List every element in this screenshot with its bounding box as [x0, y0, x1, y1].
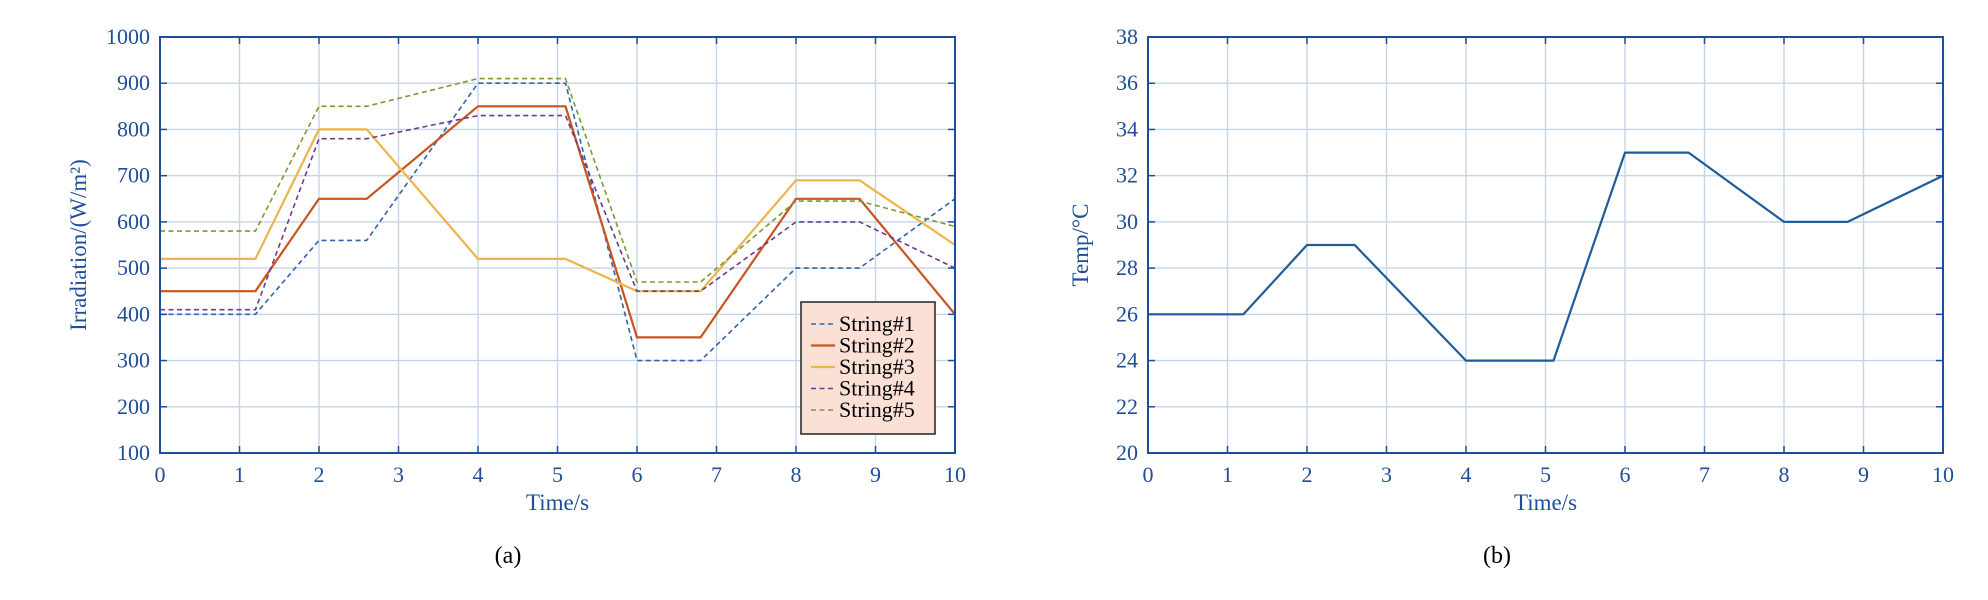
chart-b-xtick-label-3: 3: [1381, 462, 1392, 487]
chart-b-xtick-label-7: 7: [1699, 462, 1710, 487]
chart-a-series-4-line: [160, 114, 956, 311]
chart-temperature: 0 1 2 3 4 5 6 7 8 9 1020222426283032343638Time/sTe…: [1068, 24, 1954, 569]
chart-b-ytick-label-1: 22: [1116, 394, 1138, 419]
chart-a-xtick-label-10: 10: [944, 462, 966, 487]
chart-b-xtick-label-4: 4: [1461, 462, 1472, 487]
chart-b-caption: (b): [1483, 543, 1511, 569]
chart-b-xtick-label-10: 10: [1932, 462, 1954, 487]
chart-a-xtick-label-6: 6: [632, 462, 643, 487]
chart-a-legend-label-3: String#3: [839, 354, 915, 379]
chart-b-ytick-label-6: 32: [1116, 163, 1138, 188]
chart-a-series-3-line: [160, 128, 956, 293]
chart-a-xtick-label-8: 8: [791, 462, 802, 487]
chart-b-series-1-line: [1148, 151, 1944, 362]
chart-b-xtick-label-8: 8: [1779, 462, 1790, 487]
chart-a-y-axis-label: Irradiation/(W/m²): [66, 159, 91, 331]
chart-a-ytick-label-5: 600: [117, 209, 150, 234]
chart-b-y-axis-label: Temp/°C: [1068, 204, 1093, 287]
chart-b-ytick-label-0: 20: [1116, 440, 1138, 465]
chart-b-xtick-label-2: 2: [1302, 462, 1313, 487]
chart-a-legend-label-5: String#5: [839, 397, 915, 422]
chart-b-ytick-label-9: 38: [1116, 24, 1138, 49]
chart-b-x-axis-label: Time/s: [1514, 490, 1577, 515]
chart-a-x-axis-label: Time/s: [526, 490, 589, 515]
chart-a-caption: (a): [495, 543, 522, 569]
chart-irradiation: 0 1 2 3 4 5 6 7 8 9 10 100 200 300 400 500 600 700 800 900 1…: [66, 24, 966, 569]
chart-a-ytick-label-1: 200: [117, 394, 150, 419]
chart-a-legend-label-2: String#2: [839, 333, 915, 358]
chart-a-xtick-label-5: 5: [552, 462, 563, 487]
chart-a-ytick-label-2: 300: [117, 348, 150, 373]
chart-b-ytick-label-2: 24: [1116, 348, 1138, 373]
chart-a-xtick-label-9: 9: [870, 462, 881, 487]
chart-a-series-5-line: [160, 77, 956, 283]
chart-a-series-1-line: [160, 82, 956, 362]
chart-b-xtick-label-5: 5: [1540, 462, 1551, 487]
chart-b-ytick-label-4: 28: [1116, 255, 1138, 280]
chart-b-xtick-label-0: 0: [1143, 462, 1154, 487]
chart-a-xtick-label-2: 2: [314, 462, 325, 487]
chart-a-ytick-label-4: 500: [117, 255, 150, 280]
chart-b-ytick-label-7: 34: [1116, 116, 1138, 141]
chart-a-xtick-label-1: 1: [234, 462, 245, 487]
chart-a-ytick-label-6: 700: [117, 163, 150, 188]
chart-a-legend-label-1: String#1: [839, 311, 915, 336]
chart-a-xtick-label-3: 3: [393, 462, 404, 487]
chart-a-ytick-label-8: 900: [117, 70, 150, 95]
chart-b-xtick-label-6: 6: [1620, 462, 1631, 487]
chart-a-ytick-label-9: 1000: [106, 24, 150, 49]
chart-a-xtick-label-0: 0: [155, 462, 166, 487]
chart-a-xtick-label-4: 4: [473, 462, 484, 487]
chart-a-ytick-label-7: 800: [117, 116, 150, 141]
chart-a-xtick-label-7: 7: [711, 462, 722, 487]
chart-b-xtick-label-9: 9: [1858, 462, 1869, 487]
chart-a-ytick-label-3: 400: [117, 301, 150, 326]
chart-b-ytick-label-8: 36: [1116, 70, 1138, 95]
chart-a-legend-label-4: String#4: [839, 376, 915, 401]
chart-a-series-2-line: [160, 105, 956, 339]
chart-b-ytick-label-3: 26: [1116, 301, 1138, 326]
chart-b-ytick-label-5: 30: [1116, 209, 1138, 234]
chart-a-ytick-label-0: 100: [117, 440, 150, 465]
chart-b-xtick-label-1: 1: [1222, 462, 1233, 487]
